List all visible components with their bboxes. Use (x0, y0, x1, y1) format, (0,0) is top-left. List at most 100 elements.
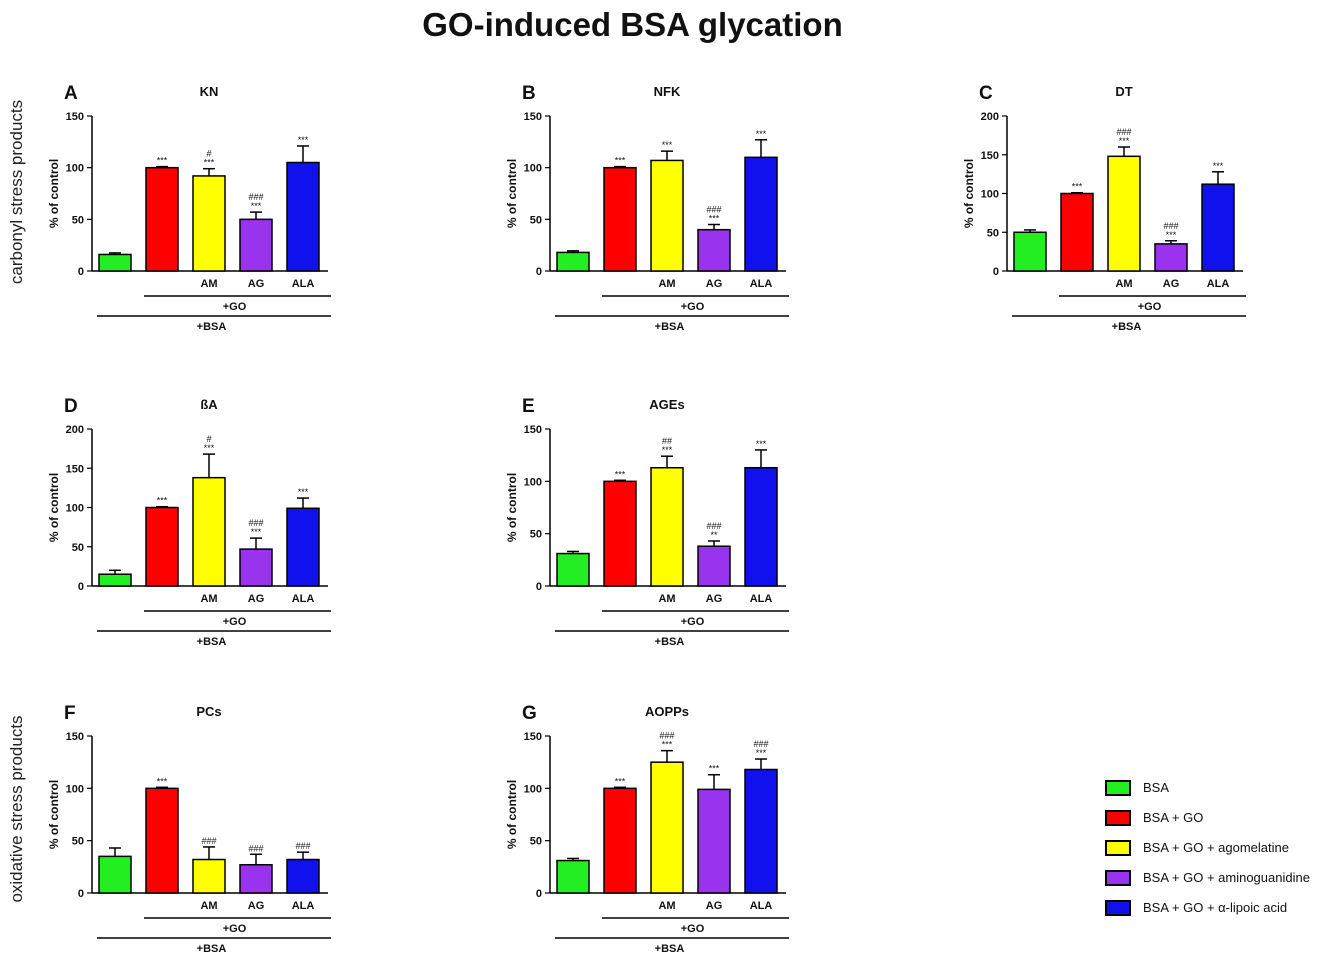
x-category-label: AM (200, 900, 217, 912)
significance-marker: ## (662, 436, 672, 446)
bar (697, 788, 731, 894)
group-label-bsa: +BSA (655, 321, 685, 333)
bar (192, 476, 226, 587)
bar (1201, 183, 1235, 272)
y-tick-label: 100 (66, 163, 84, 175)
significance-marker: *** (251, 201, 262, 211)
legend-swatch (1105, 810, 1131, 826)
panel-letter: A (64, 83, 78, 104)
y-tick-label: 0 (78, 581, 84, 593)
significance-marker: *** (157, 496, 168, 506)
bar (98, 253, 132, 272)
y-axis-label: % of control (962, 159, 976, 228)
y-tick-label: 50 (72, 836, 84, 848)
chart-title: NFK (654, 84, 681, 99)
significance-marker: *** (204, 443, 215, 453)
bar (239, 863, 273, 894)
y-tick-label: 200 (66, 424, 84, 436)
y-tick-label: 150 (524, 731, 542, 743)
bar (1013, 231, 1047, 272)
bar (744, 768, 778, 894)
panel-letter: G (522, 703, 537, 724)
bar (556, 251, 590, 272)
bar (145, 787, 179, 894)
bar (603, 166, 637, 272)
x-category-label: ALA (750, 593, 773, 605)
y-tick-label: 200 (981, 111, 999, 123)
group-label-bsa: +BSA (197, 943, 227, 955)
significance-marker: ### (248, 518, 263, 528)
bar (145, 166, 179, 272)
x-category-label: AG (1163, 278, 1180, 290)
y-tick-label: 50 (72, 214, 84, 226)
y-tick-label: 150 (66, 111, 84, 123)
y-tick-label: 50 (530, 836, 542, 848)
x-category-label: AG (248, 593, 265, 605)
chart-panel-g: G AOPPs% of control050100150***###***AM**… (505, 703, 789, 955)
chart-panel-b: B NFK% of control050100150******AM###***A… (505, 83, 789, 333)
bar (98, 855, 132, 894)
y-tick-label: 0 (536, 581, 542, 593)
x-category-label: AM (200, 278, 217, 290)
significance-marker: *** (298, 135, 309, 145)
panel-letter: E (522, 396, 535, 417)
x-category-label: AM (658, 593, 675, 605)
group-label-go: +GO (223, 301, 247, 313)
chart-panel-a: A KN% of control050100150***#***AM###***A… (47, 83, 331, 333)
significance-marker: ### (248, 843, 263, 853)
group-label-bsa: +BSA (197, 636, 227, 648)
x-category-label: AG (706, 278, 723, 290)
group-label-go: +GO (223, 616, 247, 628)
significance-marker: ### (753, 739, 768, 749)
legend-swatch (1105, 870, 1131, 886)
bar (556, 859, 590, 894)
figure-title: GO-induced BSA glycation (422, 6, 843, 43)
panel-letter: F (64, 703, 76, 724)
legend-swatch (1105, 900, 1131, 916)
legend-label: BSA + GO (1143, 810, 1204, 825)
y-tick-label: 100 (66, 783, 84, 795)
y-tick-label: 100 (524, 476, 542, 488)
significance-marker: *** (756, 748, 767, 758)
x-category-label: ALA (292, 278, 315, 290)
legend-label: BSA (1143, 780, 1170, 795)
y-tick-label: 100 (524, 783, 542, 795)
significance-marker: ### (706, 205, 721, 215)
y-tick-label: 150 (524, 424, 542, 436)
bar (650, 761, 684, 894)
y-tick-label: 50 (987, 227, 999, 239)
bar (697, 228, 731, 272)
y-tick-label: 0 (78, 266, 84, 278)
significance-marker: ### (201, 836, 216, 846)
significance-marker: ### (1116, 127, 1131, 137)
y-tick-label: 100 (981, 189, 999, 201)
bar (1107, 155, 1141, 272)
bar (697, 545, 731, 587)
significance-marker: *** (615, 469, 626, 479)
significance-marker: *** (1072, 182, 1083, 192)
bar (556, 552, 590, 587)
significance-marker: *** (709, 214, 720, 224)
x-category-label: ALA (750, 278, 773, 290)
chart-title: ßA (200, 397, 218, 412)
group-label-bsa: +BSA (197, 321, 227, 333)
significance-marker: *** (756, 439, 767, 449)
significance-marker: *** (157, 776, 168, 786)
significance-marker: *** (298, 487, 309, 497)
y-tick-label: 0 (536, 266, 542, 278)
bar (145, 506, 179, 587)
significance-marker: *** (1166, 230, 1177, 240)
bar (603, 480, 637, 587)
significance-marker: ### (248, 192, 263, 202)
group-label-go: +GO (1138, 301, 1162, 313)
significance-marker: *** (251, 527, 262, 537)
significance-marker: *** (1119, 136, 1130, 146)
y-tick-label: 100 (524, 163, 542, 175)
group-label-bsa: +BSA (655, 943, 685, 955)
chart-title: KN (200, 84, 219, 99)
legend-swatch (1105, 840, 1131, 856)
legend-label: BSA + GO + agomelatine (1143, 840, 1289, 855)
bar (192, 175, 226, 272)
chart-title: AGEs (649, 397, 684, 412)
